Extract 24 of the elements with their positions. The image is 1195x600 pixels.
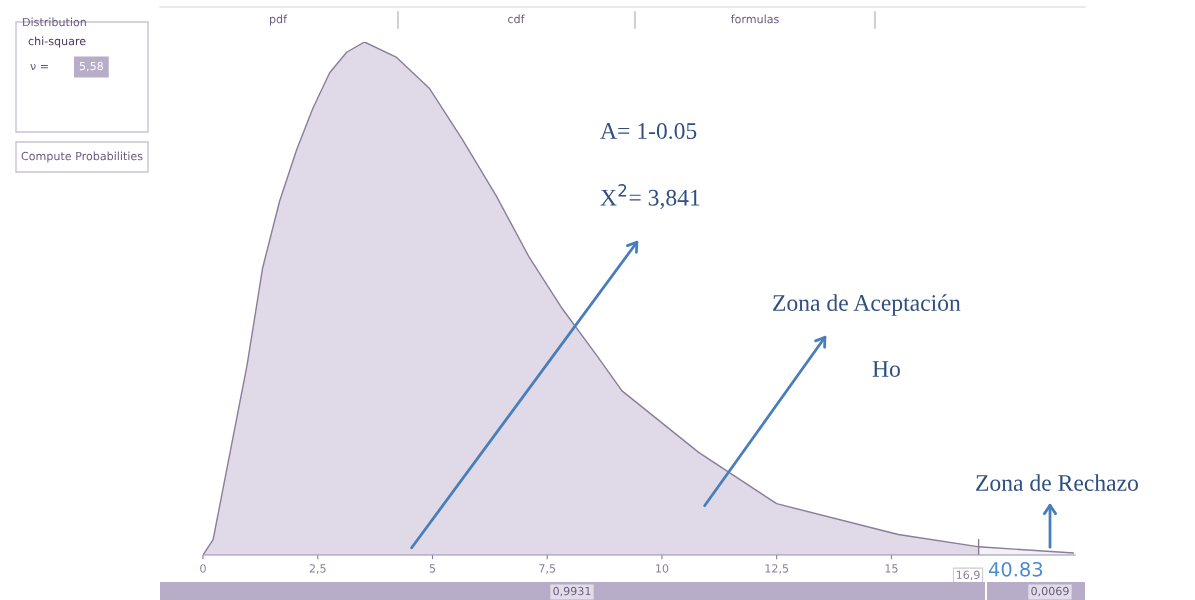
annotation: Zona de Aceptación	[773, 294, 961, 316]
ref-line-label: 16,9	[956, 570, 980, 581]
annotation: Ho	[872, 361, 900, 377]
x-tick-label: 0	[200, 564, 206, 573]
text: pdf	[270, 14, 288, 26]
x-tick-label: 10	[656, 564, 669, 573]
annotation: A= 1-0.05	[600, 122, 697, 140]
x-tick-label: 15	[885, 564, 898, 573]
text: 0,0069	[1031, 586, 1069, 597]
text: formulas	[730, 14, 779, 24]
text: chi-square	[28, 36, 86, 48]
annotation: X$^{2}$= 3,841	[600, 184, 700, 210]
text: Distribution	[23, 17, 86, 27]
x-tick-label: 7,5	[539, 564, 556, 574]
x-tick-label: 12,5	[765, 564, 789, 574]
x-tick-label: 5	[429, 564, 436, 573]
text: 40.83	[988, 561, 1043, 577]
annotation: Zona de Rechazo	[976, 474, 1138, 491]
text: Compute Probabilities	[21, 151, 143, 163]
text: 5,58	[79, 61, 103, 72]
text: ν =	[30, 63, 48, 71]
text: 0,9931	[553, 586, 591, 597]
x-tick-label: 2,5	[309, 564, 326, 574]
text: cdf	[508, 14, 525, 24]
